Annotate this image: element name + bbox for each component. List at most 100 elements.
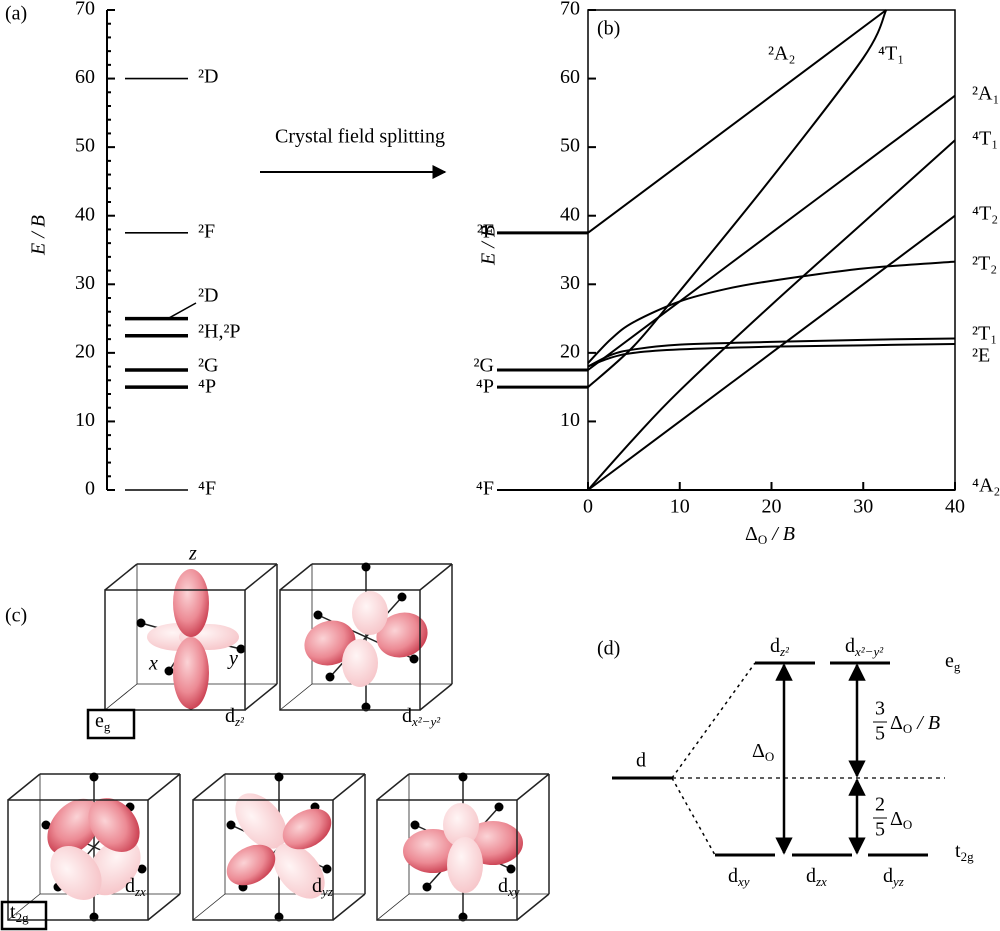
orbital-cube [192,772,366,922]
cube-edge [419,683,453,711]
axis-dot [494,802,504,812]
arrow-label: Crystal field splitting [275,126,445,148]
axis-dot [397,592,407,602]
axis-dot [313,610,323,620]
axis-dot [409,654,419,664]
subscript: g [954,659,961,674]
cube-edge [244,563,278,591]
y-tick-label: 30 [75,272,95,294]
x-tick-label: 10 [670,496,690,518]
subscript: x²−y² [854,644,884,659]
subscript: z² [779,644,790,659]
cube-edge [516,893,550,921]
cube-edge [7,893,41,921]
x-tick-label: 20 [762,496,782,518]
text-part: Δ [890,712,903,734]
cube-face [7,799,149,921]
text-part: d [728,865,738,887]
lobe [88,798,140,852]
text-part: Δ [745,523,758,545]
y-tick-label: 60 [560,66,580,88]
y-tick-label: 60 [75,66,95,88]
free-ion-label: ⁴P [476,376,494,398]
line [587,260,956,364]
label: dx²−y² [402,705,441,729]
cube-edge [244,683,278,711]
label: eg [95,710,111,734]
subscript: O [903,721,912,736]
axis-dot [361,562,371,572]
free-ion-label: ²G [474,355,494,377]
lobe [447,837,483,893]
lobe [47,798,101,856]
cube-edge [279,683,313,711]
lobe [273,843,325,899]
cube-edge [279,563,313,591]
label: t2g [10,901,29,925]
label: dz² [225,705,245,729]
y-tick-label: 0 [85,478,95,500]
y-tick-label: 70 [75,0,95,20]
connector [671,777,716,856]
axis-dot [226,820,236,830]
text-part: d [402,705,412,727]
lobe [342,639,378,687]
axis-dot [274,772,284,782]
series-label: ²T₂ [972,253,997,275]
orbital-cube [104,563,278,711]
axis-letter: x [148,653,158,675]
panel-label: (c) [5,605,27,627]
axis-dot [410,820,420,830]
cube-edge [147,773,181,801]
text-part: e [945,650,954,672]
line [587,337,956,368]
label: ΔO [890,808,912,832]
cube-edge [7,773,41,801]
subscript: z² [234,714,245,729]
lobe [173,637,209,709]
cube-face [192,799,334,921]
line [587,139,956,491]
lobe [226,844,276,886]
denominator: 5 [875,723,885,745]
text-part: d [883,865,893,887]
level-label: ²F [198,221,215,243]
text-part: Δ [752,740,765,762]
level-label: ²G [198,355,218,377]
axis-dot [164,666,174,676]
label: ΔO / B [890,712,940,736]
orbital-cube [7,772,181,922]
line [587,9,887,234]
text-part: / B [767,523,795,545]
axis-dot [506,864,516,874]
numerator: 3 [875,698,885,720]
level-label: ⁴P [198,376,216,398]
label: dzx [806,865,827,889]
y-tick-label: 10 [560,409,580,431]
text-part: d [770,635,780,657]
orbital-label: d [636,750,646,772]
y-tick-label: 10 [75,409,95,431]
cube-face [279,589,421,711]
text-part: d [125,875,135,897]
y-tick-label: 50 [560,135,580,157]
orbital-cube [279,562,453,712]
numerator: 2 [875,794,885,816]
text-part: / B [912,712,940,734]
y-tick-label: 50 [75,135,95,157]
subscript: xy [737,874,750,889]
leader [167,302,197,320]
cube-edge [104,563,138,591]
free-ion-label: ⁴F [476,478,494,500]
axis-dot [41,820,51,830]
subscript: 2g [16,910,30,925]
subscript: 2g [961,849,975,864]
lobe [352,591,388,635]
subscript: O [765,749,774,764]
text-part: d [845,635,855,657]
label: dxy [498,875,520,899]
text-part: e [95,710,104,732]
text-part: d [312,875,322,897]
label: ΔO [752,740,774,764]
